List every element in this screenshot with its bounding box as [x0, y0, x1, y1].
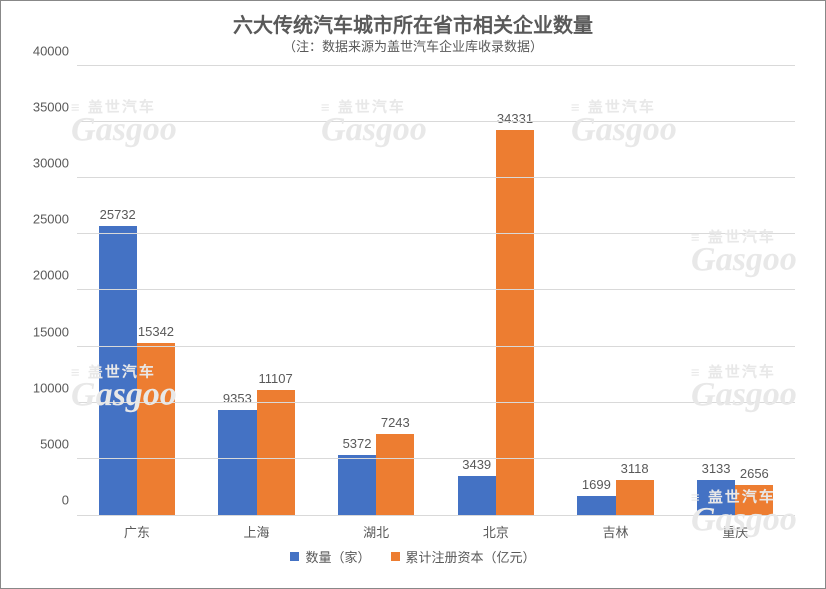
grid-line [77, 121, 795, 122]
bar: 3439 [458, 476, 496, 515]
legend-item: 数量（家） [290, 547, 370, 566]
bar: 9353 [218, 410, 256, 515]
y-tick-label: 15000 [33, 324, 77, 339]
grid-line [77, 346, 795, 347]
y-tick-label: 5000 [40, 436, 77, 451]
grid-line [77, 289, 795, 290]
x-tick-label: 上海 [197, 516, 317, 541]
bar-value-label: 3118 [621, 461, 649, 480]
y-tick-label: 0 [62, 492, 77, 507]
y-tick-label: 20000 [33, 268, 77, 283]
x-tick-label: 吉林 [556, 516, 676, 541]
legend-swatch [290, 552, 299, 561]
y-tick-label: 35000 [33, 100, 77, 115]
bar-group: 16993118 [556, 66, 676, 515]
bar: 11107 [257, 390, 295, 515]
bar-value-label: 2656 [740, 466, 769, 485]
bar: 3118 [616, 480, 654, 515]
grid-line [77, 177, 795, 178]
legend-item: 累计注册资本（亿元） [391, 547, 536, 566]
x-tick-label: 湖北 [316, 516, 436, 541]
bar-value-label: 1699 [582, 477, 611, 496]
y-tick-label: 10000 [33, 380, 77, 395]
bar-value-label: 9353 [223, 391, 252, 410]
x-tick-label: 北京 [436, 516, 556, 541]
bar-group: 935311107 [197, 66, 317, 515]
chart-subtitle: （注：数据来源为盖世汽车企业库收录数据） [21, 39, 805, 56]
chart-title: 六大传统汽车城市所在省市相关企业数量 [21, 13, 805, 39]
bar: 25732 [99, 226, 137, 515]
legend-swatch [391, 552, 400, 561]
grid-line [77, 65, 795, 66]
bar-group: 31332656 [675, 66, 795, 515]
chart-title-block: 六大传统汽车城市所在省市相关企业数量 （注：数据来源为盖世汽车企业库收录数据） [21, 13, 805, 56]
bar-value-label: 15342 [138, 324, 174, 343]
grid-line [77, 458, 795, 459]
x-tick-label: 重庆 [675, 516, 795, 541]
x-axis-labels: 广东上海湖北北京吉林重庆 [77, 516, 795, 541]
bar: 2656 [735, 485, 773, 515]
bar-value-label: 3439 [462, 457, 491, 476]
grid-line [77, 233, 795, 234]
bar-group: 53727243 [316, 66, 436, 515]
bar: 7243 [376, 434, 414, 515]
chart-container: 六大传统汽车城市所在省市相关企业数量 （注：数据来源为盖世汽车企业库收录数据） … [0, 0, 826, 589]
bar-value-label: 3133 [702, 461, 731, 480]
bar: 1699 [577, 496, 615, 515]
bar: 5372 [338, 455, 376, 515]
legend-label: 累计注册资本（亿元） [406, 547, 536, 566]
plot-area: 2573215342935311107537272433439343311699… [77, 66, 795, 516]
y-tick-label: 40000 [33, 43, 77, 58]
bar-groups: 2573215342935311107537272433439343311699… [77, 66, 795, 515]
x-tick-label: 广东 [77, 516, 197, 541]
y-tick-label: 25000 [33, 212, 77, 227]
y-tick-label: 30000 [33, 156, 77, 171]
chart-legend: 数量（家） 累计注册资本（亿元） [21, 547, 805, 566]
bar-group: 343934331 [436, 66, 556, 515]
bar: 3133 [697, 480, 735, 515]
grid-line [77, 402, 795, 403]
bar-value-label: 11107 [259, 371, 293, 390]
bar-value-label: 7243 [381, 415, 410, 434]
bar-value-label: 25732 [100, 207, 136, 226]
bar: 15342 [137, 343, 175, 515]
legend-label: 数量（家） [305, 547, 370, 566]
bar-group: 2573215342 [77, 66, 197, 515]
bar-value-label: 5372 [343, 436, 372, 455]
